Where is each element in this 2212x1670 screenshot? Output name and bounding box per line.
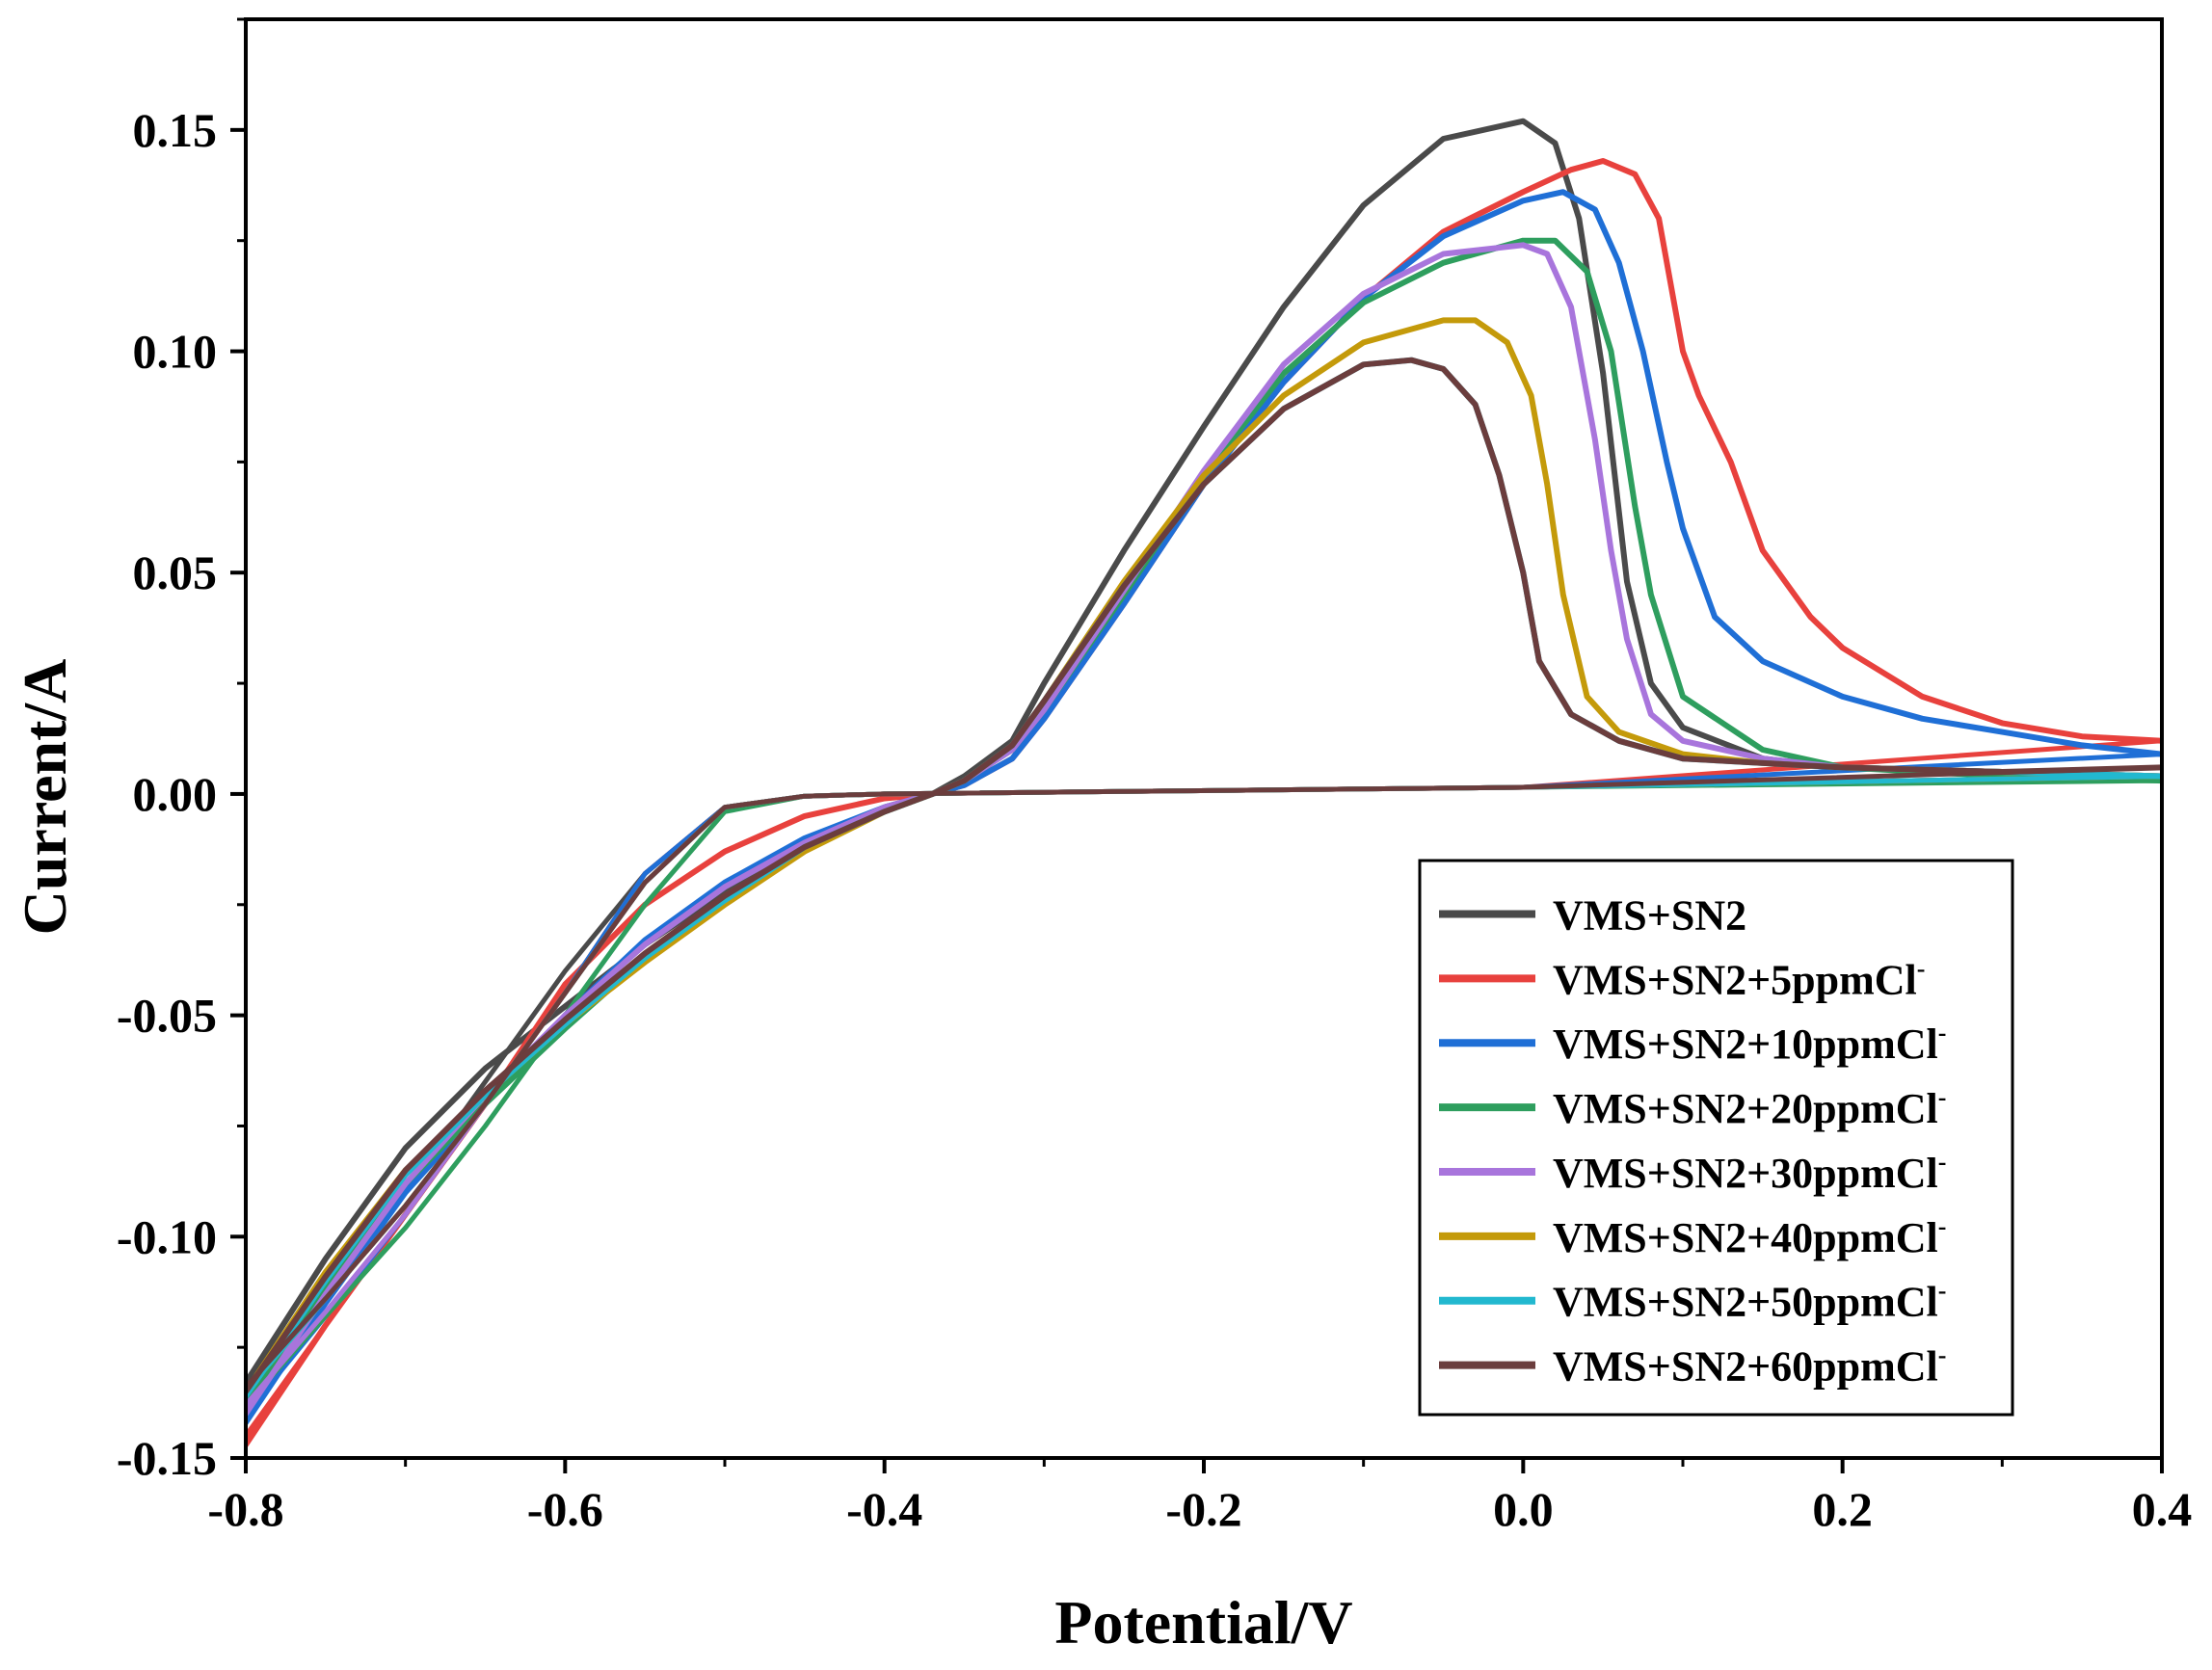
- x-axis: -0.8 -0.6 -0.4 -0.2 0.0 0.2 0.4: [207, 1458, 2192, 1536]
- legend-label-superscript: -: [1917, 954, 1926, 982]
- legend-entry: VMS+SN2+40ppmCl-: [1439, 1212, 1946, 1261]
- legend-label-text: VMS+SN2: [1553, 891, 1746, 939]
- legend-entry: VMS+SN2+10ppmCl-: [1439, 1019, 1946, 1068]
- legend-box: [1418, 859, 2014, 1417]
- legend-label: VMS+SN2+10ppmCl-: [1553, 1019, 1946, 1068]
- y-tick-label: -0.15: [117, 1431, 217, 1485]
- legend-entry: VMS+SN2+60ppmCl-: [1439, 1341, 1946, 1391]
- legend-entry: VMS+SN2: [1439, 891, 1746, 939]
- x-tick-label: -0.4: [846, 1482, 922, 1536]
- legend-entry: VMS+SN2+20ppmCl-: [1439, 1083, 1946, 1132]
- series-line-forward: [246, 357, 2162, 1395]
- legend-label: VMS+SN2+30ppmCl-: [1553, 1148, 1946, 1197]
- y-tick-label: -0.05: [117, 989, 217, 1043]
- legend-label-superscript: -: [1938, 1083, 1947, 1111]
- legend-label-text: VMS+SN2+40ppmCl: [1553, 1214, 1938, 1261]
- legend-entry: VMS+SN2+5ppmCl-: [1439, 954, 1925, 1003]
- x-tick-label: 0.0: [1493, 1482, 1554, 1536]
- legend-label: VMS+SN2+60ppmCl-: [1553, 1341, 1946, 1391]
- x-tick-label: -0.6: [527, 1482, 603, 1536]
- legend-label: VMS+SN2+40ppmCl-: [1553, 1212, 1946, 1261]
- legend-label-text: VMS+SN2+20ppmCl: [1553, 1085, 1938, 1132]
- legend-entry: VMS+SN2+30ppmCl-: [1439, 1148, 1946, 1197]
- legend-label: VMS+SN2+50ppmCl-: [1553, 1277, 1946, 1326]
- series-line-reverse: [246, 764, 2162, 1390]
- x-axis-title: Potential/V: [1054, 1588, 1352, 1657]
- y-tick-label: -0.10: [117, 1209, 217, 1263]
- series-7: [246, 357, 2162, 1395]
- legend-label-superscript: -: [1938, 1277, 1947, 1305]
- x-tick-label: 0.2: [1812, 1482, 1873, 1536]
- legend: VMS+SN2VMS+SN2+5ppmCl-VMS+SN2+10ppmCl-VM…: [1418, 859, 2014, 1417]
- legend-label: VMS+SN2+20ppmCl-: [1553, 1083, 1946, 1132]
- y-axis: -0.15 -0.10 -0.05 0.00 0.05 0.10 0.15: [117, 17, 246, 1485]
- legend-label-text: VMS+SN2+50ppmCl: [1553, 1279, 1938, 1326]
- legend-label-text: VMS+SN2+5ppmCl: [1553, 956, 1917, 1003]
- legend-label: VMS+SN2+5ppmCl-: [1553, 954, 1925, 1003]
- y-tick-label: 0.15: [133, 103, 218, 157]
- series-layer: [246, 118, 2162, 1448]
- legend-label-superscript: -: [1938, 1212, 1947, 1240]
- x-tick-label: -0.8: [207, 1482, 283, 1536]
- legend-entry: VMS+SN2+50ppmCl-: [1439, 1277, 1946, 1326]
- legend-label-superscript: -: [1938, 1019, 1947, 1047]
- y-tick-label: 0.05: [133, 545, 218, 599]
- x-tick-label: 0.4: [2132, 1482, 2193, 1536]
- legend-label-superscript: -: [1938, 1148, 1947, 1176]
- legend-label-text: VMS+SN2+60ppmCl: [1553, 1343, 1938, 1391]
- legend-label-text: VMS+SN2+30ppmCl: [1553, 1150, 1938, 1197]
- legend-label-superscript: -: [1938, 1341, 1947, 1369]
- series-line-forward: [246, 242, 2162, 1418]
- y-axis-title: Current/A: [11, 659, 79, 936]
- x-tick-label: -0.2: [1165, 1482, 1241, 1536]
- y-tick-label: 0.00: [133, 767, 218, 821]
- y-tick-label: 0.10: [133, 325, 218, 379]
- legend-label-text: VMS+SN2+10ppmCl: [1553, 1021, 1938, 1068]
- legend-label: VMS+SN2: [1553, 891, 1746, 939]
